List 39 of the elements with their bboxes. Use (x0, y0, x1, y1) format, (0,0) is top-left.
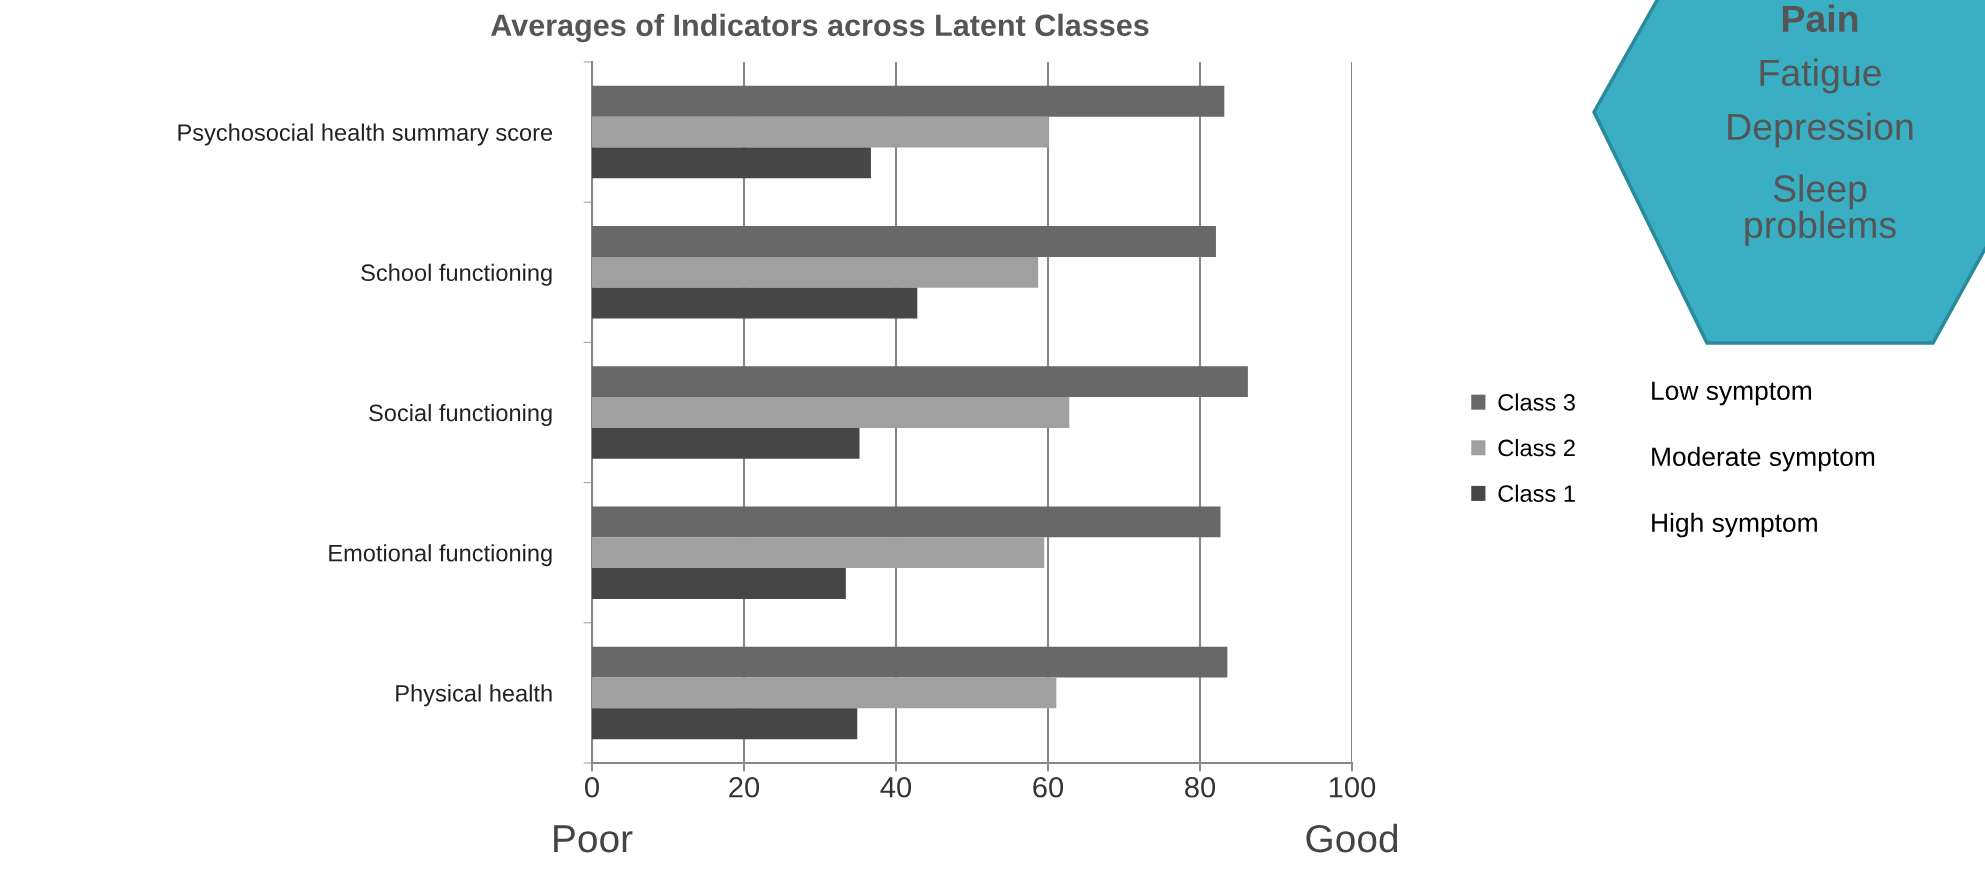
bar (592, 506, 1221, 538)
bar (592, 287, 918, 319)
x-tick-label: 60 (1033, 776, 1064, 798)
legend-label: Class 1 (1498, 484, 1575, 502)
chart-title: Averages of Indicators across Latent Classes (491, 13, 1149, 43)
y-tick-label: Social functioning (369, 403, 552, 426)
bar (592, 116, 1049, 148)
x-tick-label: 40 (880, 776, 912, 798)
x-tick-label: 0 (585, 776, 599, 798)
bar (592, 226, 1216, 257)
y-tick-label: Emotional functioning (329, 544, 552, 567)
text: High symptom (1652, 512, 1817, 538)
text: Depression (1728, 112, 1913, 148)
y-tick-label: Physical health (396, 684, 552, 707)
bar (592, 646, 1228, 678)
bar (592, 537, 1045, 569)
text: Poor (554, 825, 633, 853)
x-tick-label: 80 (1185, 776, 1216, 798)
x-tick-label: 100 (1329, 776, 1376, 798)
text: Sleep problems (1745, 174, 1896, 246)
text: Fatigue (1760, 58, 1881, 94)
bar (592, 677, 1057, 709)
bar (592, 147, 871, 179)
y-tick-label: Psychosocial health summary score (178, 123, 553, 146)
text: Good (1306, 823, 1398, 853)
bar (592, 366, 1248, 398)
text: Low symptom (1652, 381, 1812, 406)
text: Moderate symptom (1652, 446, 1875, 472)
text: Pain (1782, 4, 1858, 33)
bar (592, 256, 1039, 288)
bar (592, 708, 858, 740)
bar (592, 568, 846, 599)
bar (592, 85, 1225, 117)
y-tick-label: School functioning (361, 263, 552, 286)
x-tick-label: 20 (729, 776, 760, 798)
bar (592, 397, 1070, 428)
legend-label: Class 2 (1498, 438, 1575, 457)
legend-label: Class 3 (1498, 393, 1575, 411)
bar (592, 427, 860, 459)
